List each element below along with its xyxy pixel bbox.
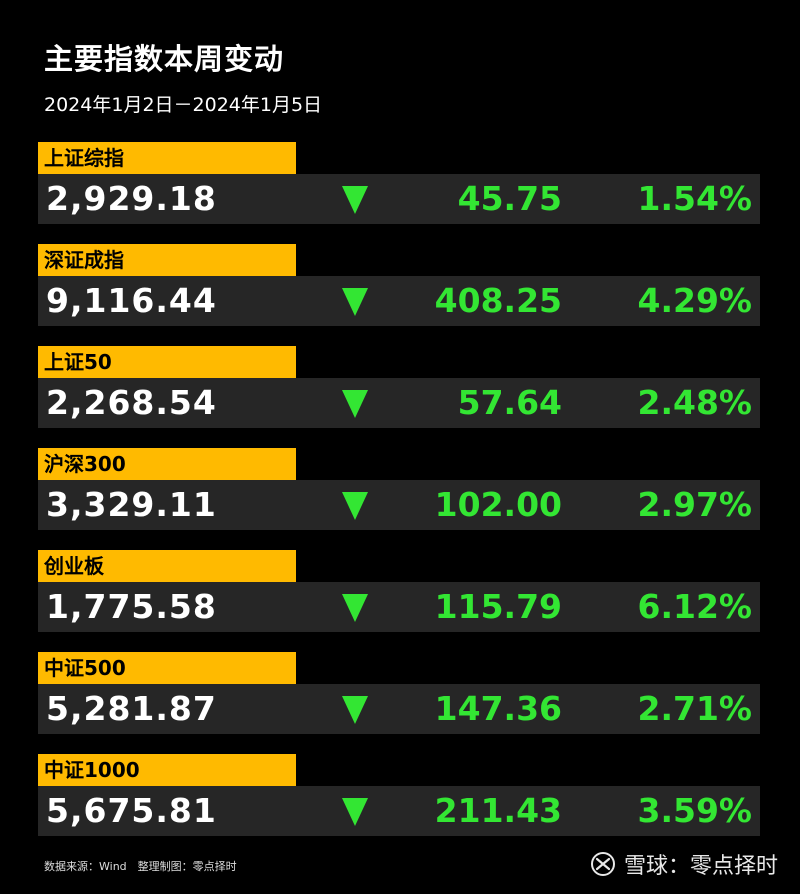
index-row: 9,116.44 408.25 4.29% bbox=[38, 276, 760, 326]
data-source-note: 数据来源：Wind 整理制图：零点择时 bbox=[44, 860, 237, 873]
index-change-pct: 2.71% bbox=[637, 689, 753, 728]
index-block: 上证50 2,268.54 57.64 2.48% bbox=[38, 346, 760, 428]
date-range: 2024年1月2日－2024年1月5日 bbox=[44, 94, 323, 116]
index-row: 1,775.58 115.79 6.12% bbox=[38, 582, 760, 632]
index-change: 408.25 bbox=[434, 281, 562, 320]
index-value: 9,116.44 bbox=[46, 281, 217, 320]
snowball-logo-icon bbox=[590, 852, 615, 876]
index-change-pct: 6.12% bbox=[637, 587, 753, 626]
index-name: 深证成指 bbox=[38, 244, 296, 276]
index-row: 2,268.54 57.64 2.48% bbox=[38, 378, 760, 428]
index-change: 115.79 bbox=[434, 587, 562, 626]
down-triangle-icon bbox=[342, 492, 368, 520]
down-triangle-icon bbox=[342, 186, 368, 214]
index-name: 上证综指 bbox=[38, 142, 296, 174]
index-change: 211.43 bbox=[434, 791, 562, 830]
index-name: 中证1000 bbox=[38, 754, 296, 786]
index-name: 上证50 bbox=[38, 346, 296, 378]
index-value: 5,675.81 bbox=[46, 791, 217, 830]
index-change: 45.75 bbox=[457, 179, 562, 218]
index-name: 中证500 bbox=[38, 652, 296, 684]
index-row: 2,929.18 45.75 1.54% bbox=[38, 174, 760, 224]
index-value: 5,281.87 bbox=[46, 689, 217, 728]
index-value: 2,929.18 bbox=[46, 179, 217, 218]
index-block: 沪深300 3,329.11 102.00 2.97% bbox=[38, 448, 760, 530]
index-name: 沪深300 bbox=[38, 448, 296, 480]
index-change: 147.36 bbox=[434, 689, 562, 728]
index-block: 上证综指 2,929.18 45.75 1.54% bbox=[38, 142, 760, 224]
index-block: 创业板 1,775.58 115.79 6.12% bbox=[38, 550, 760, 632]
down-triangle-icon bbox=[342, 798, 368, 826]
index-row: 3,329.11 102.00 2.97% bbox=[38, 480, 760, 530]
index-change: 57.64 bbox=[457, 383, 562, 422]
index-change-pct: 2.97% bbox=[637, 485, 753, 524]
index-row: 5,281.87 147.36 2.71% bbox=[38, 684, 760, 734]
page-title: 主要指数本周变动 bbox=[44, 42, 285, 76]
index-block: 深证成指 9,116.44 408.25 4.29% bbox=[38, 244, 760, 326]
index-value: 2,268.54 bbox=[46, 383, 217, 422]
down-triangle-icon bbox=[342, 288, 368, 316]
watermark-text: 雪球：零点择时 bbox=[623, 854, 778, 879]
down-triangle-icon bbox=[342, 390, 368, 418]
down-triangle-icon bbox=[342, 696, 368, 724]
index-change-pct: 2.48% bbox=[637, 383, 753, 422]
down-triangle-icon bbox=[342, 594, 368, 622]
index-value: 1,775.58 bbox=[46, 587, 217, 626]
index-name: 创业板 bbox=[38, 550, 296, 582]
watermark: 雪球：零点择时 bbox=[590, 848, 778, 880]
index-change: 102.00 bbox=[434, 485, 562, 524]
index-block: 中证500 5,281.87 147.36 2.71% bbox=[38, 652, 760, 734]
index-row: 5,675.81 211.43 3.59% bbox=[38, 786, 760, 836]
index-change-pct: 1.54% bbox=[637, 179, 753, 218]
index-change-pct: 4.29% bbox=[637, 281, 753, 320]
index-block: 中证1000 5,675.81 211.43 3.59% bbox=[38, 754, 760, 836]
index-change-pct: 3.59% bbox=[637, 791, 753, 830]
index-value: 3,329.11 bbox=[46, 485, 217, 524]
